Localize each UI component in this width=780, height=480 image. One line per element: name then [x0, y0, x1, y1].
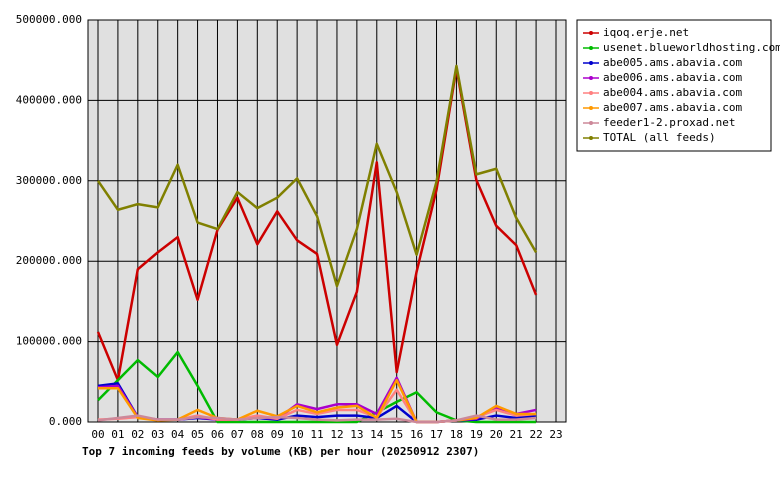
legend-marker [589, 121, 593, 125]
x-tick-label: 04 [171, 428, 185, 441]
legend-marker [589, 61, 593, 65]
series-line [96, 64, 538, 288]
legend-label: abe005.ams.abavia.com [603, 56, 742, 69]
x-tick-label: 23 [549, 428, 562, 441]
x-tick-label: 05 [191, 428, 204, 441]
x-tick-label: 07 [231, 428, 244, 441]
legend-label: iqoq.erje.net [603, 26, 689, 39]
legend-marker [589, 136, 593, 140]
legend-marker [589, 91, 593, 95]
chart-title: Top 7 incoming feeds by volume (KB) per … [82, 445, 479, 458]
x-tick-label: 02 [131, 428, 144, 441]
series-line [97, 414, 537, 424]
y-tick-label: 100000.000 [16, 335, 82, 348]
x-tick-label: 21 [510, 428, 523, 441]
x-tick-label: 13 [350, 428, 363, 441]
x-tick-label: 11 [310, 428, 323, 441]
legend-label: abe007.ams.abavia.com [603, 101, 742, 114]
legend-label: abe006.ams.abavia.com [603, 71, 742, 84]
x-tick-label: 15 [390, 428, 403, 441]
y-tick-label: 400000.000 [16, 93, 82, 106]
legend-marker [589, 106, 593, 110]
y-tick-label: 200000.000 [16, 254, 82, 267]
legend-label: usenet.blueworldhosting.com [603, 41, 780, 54]
x-tick-label: 06 [211, 428, 224, 441]
x-tick-label: 17 [430, 428, 443, 441]
legend-marker [589, 76, 593, 80]
x-tick-label: 12 [330, 428, 343, 441]
legend-label: abe004.ams.abavia.com [603, 86, 742, 99]
x-tick-label: 16 [410, 428, 423, 441]
x-tick-label: 19 [470, 428, 483, 441]
x-tick-label: 14 [370, 428, 384, 441]
x-tick-label: 03 [151, 428, 164, 441]
x-tick-label: 22 [529, 428, 542, 441]
y-tick-label: 0.000 [49, 415, 82, 428]
x-tick-label: 01 [111, 428, 124, 441]
y-tick-label: 500000.000 [16, 13, 82, 26]
legend-label: TOTAL (all feeds) [603, 131, 716, 144]
plot-area [87, 19, 567, 423]
legend-box [576, 19, 772, 152]
x-tick-label: 08 [251, 428, 264, 441]
x-tick-label: 09 [271, 428, 284, 441]
y-tick-label: 300000.000 [16, 174, 82, 187]
x-tick-label: 20 [490, 428, 503, 441]
x-tick-label: 10 [291, 428, 304, 441]
legend-marker [589, 31, 593, 35]
legend-label: feeder1-2.proxad.net [603, 116, 735, 129]
x-tick-label: 00 [91, 428, 104, 441]
legend-marker [589, 46, 593, 50]
x-tick-label: 18 [450, 428, 463, 441]
